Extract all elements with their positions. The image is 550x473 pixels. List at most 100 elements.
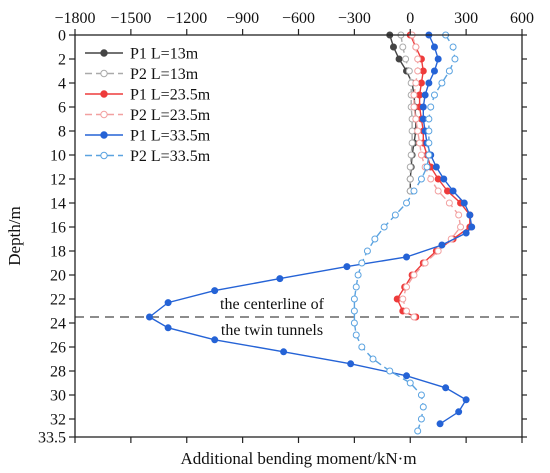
legend-marker — [100, 110, 108, 119]
data-point — [410, 103, 418, 111]
data-point — [462, 229, 470, 237]
data-point — [455, 408, 463, 416]
y-tick-label: 18 — [50, 244, 66, 261]
data-point — [430, 43, 438, 51]
data-point — [403, 307, 411, 315]
data-point — [399, 295, 407, 303]
data-point — [419, 103, 427, 111]
data-point — [445, 67, 453, 75]
x-tick-label: 600 — [510, 10, 534, 27]
data-point — [451, 55, 459, 63]
data-point — [410, 187, 418, 195]
data-point — [442, 384, 450, 392]
legend-marker — [100, 151, 108, 160]
data-point — [407, 151, 415, 159]
annotation-line-2: the twin tunnels — [221, 322, 323, 339]
data-point — [406, 379, 414, 387]
data-point — [427, 103, 435, 111]
legend-label: P1 L=33.5m — [130, 128, 211, 145]
data-point — [391, 211, 399, 219]
legend-label: P1 L=23.5m — [130, 87, 211, 104]
plot-area — [75, 35, 522, 437]
data-point — [457, 223, 465, 231]
data-point — [425, 79, 433, 87]
y-axis-title: Depth/m — [5, 206, 24, 266]
legend-label: P2 L=13m — [130, 66, 199, 83]
data-point — [436, 420, 444, 428]
data-point — [434, 247, 442, 255]
data-point — [350, 319, 358, 327]
data-point — [211, 287, 219, 295]
data-point — [417, 415, 425, 423]
data-point — [410, 313, 418, 321]
data-point — [466, 211, 474, 219]
data-point — [440, 175, 448, 183]
series-5 — [146, 31, 476, 428]
data-point — [369, 355, 377, 363]
legend-item-6: P2 L=33.5m — [85, 148, 211, 165]
legend-item-4: P2 L=23.5m — [85, 107, 211, 124]
data-point — [405, 67, 413, 75]
y-tick-label: 12 — [50, 172, 66, 189]
data-point — [406, 175, 414, 183]
data-point — [399, 43, 407, 51]
data-point — [403, 283, 411, 291]
data-point — [430, 67, 438, 75]
data-point — [425, 151, 433, 159]
data-point — [430, 91, 438, 99]
data-point — [380, 223, 388, 231]
data-point — [408, 139, 416, 147]
data-point — [417, 175, 425, 183]
data-point — [432, 163, 440, 171]
data-point — [455, 211, 463, 219]
series-line — [353, 34, 456, 432]
data-point — [412, 79, 420, 87]
y-tick-label: 14 — [50, 196, 66, 213]
data-point — [406, 163, 414, 171]
data-point — [438, 241, 446, 249]
data-point — [386, 367, 394, 375]
data-point — [449, 43, 457, 51]
y-tick-label: 16 — [50, 220, 66, 237]
legend-item-5: P1 L=33.5m — [85, 128, 211, 145]
legend-item-2: P2 L=13m — [85, 66, 199, 83]
data-point — [460, 199, 468, 207]
data-point — [352, 283, 360, 291]
data-point — [412, 115, 420, 123]
legend-item-3: P1 L=23.5m — [85, 87, 211, 104]
data-point — [434, 55, 442, 63]
data-point — [462, 396, 470, 404]
legend-marker — [100, 49, 108, 57]
data-point — [403, 253, 411, 261]
x-tick-label: 300 — [454, 10, 478, 27]
y-tick-label: 32 — [50, 412, 66, 429]
data-point — [414, 67, 422, 75]
data-point — [414, 127, 422, 135]
data-point — [468, 223, 476, 231]
legend-item-1: P1 L=13m — [85, 46, 199, 63]
data-point — [146, 313, 153, 321]
y-tick-label: 26 — [50, 340, 66, 357]
data-point — [403, 199, 411, 207]
data-point — [425, 115, 433, 123]
series-4 — [399, 31, 465, 321]
annotation-text-layer: the centerline of the twin tunnels — [220, 296, 325, 339]
data-point — [276, 275, 284, 283]
x-tick-label: −1200 — [166, 10, 207, 27]
data-point — [164, 299, 172, 307]
data-point — [354, 271, 362, 279]
x-axis-title: Additional bending moment/kN·m — [180, 449, 416, 468]
x-tick-label: −600 — [282, 10, 315, 27]
x-tick-label: 0 — [406, 10, 414, 27]
data-point — [358, 259, 366, 267]
data-point — [403, 372, 411, 380]
y-tick-label: 6 — [58, 100, 66, 117]
data-point — [438, 79, 446, 87]
legend-label: P2 L=33.5m — [130, 148, 211, 165]
data-point — [425, 139, 433, 147]
data-point — [395, 55, 403, 63]
data-point — [417, 151, 425, 159]
data-point — [211, 336, 219, 344]
x-tick-label: −1500 — [110, 10, 151, 27]
